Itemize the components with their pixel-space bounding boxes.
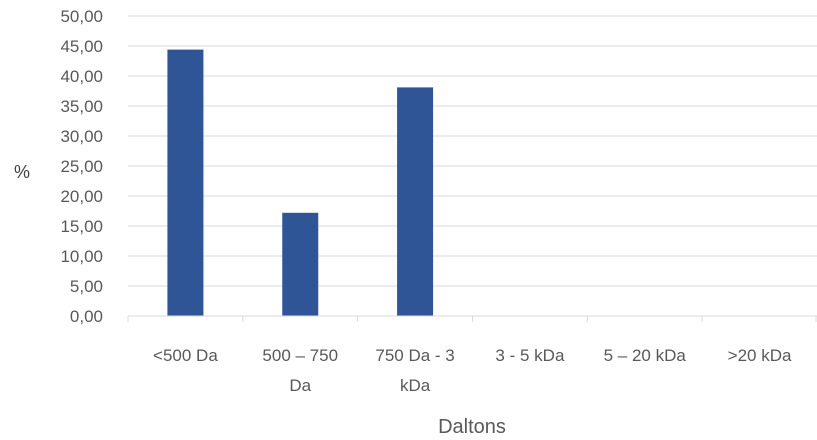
y-tick-label: 25,00 (60, 157, 103, 176)
x-tick-label: <500 Da (153, 346, 218, 365)
bar (282, 212, 319, 316)
x-tick-label: 500 – 750 Da (262, 346, 338, 395)
y-axis-tick-labels: 0,00 5,00 10,00 15,00 20,00 25,00 30,00 35,00 40… (60, 7, 103, 326)
x-tick-label: >20 kDa (728, 346, 792, 365)
x-axis-tick-labels: <500 Da 500 – 750 Da 750 Da - 3 kDa 3 - 5 kDa… (153, 346, 792, 395)
gridlines (128, 15, 817, 287)
y-tick-label: 30,00 (60, 127, 103, 146)
y-tick-label: 45,00 (60, 37, 103, 56)
y-tick-label: 35,00 (60, 97, 103, 116)
y-tick-label: 50,00 (60, 7, 103, 26)
x-tick-label: 750 Da - 3 kDa (375, 346, 454, 395)
x-tick-label: 3 - 5 kDa (495, 346, 565, 365)
bar (167, 49, 204, 316)
y-tick-label: 5,00 (70, 277, 103, 296)
y-tick-label: 40,00 (60, 67, 103, 86)
x-axis-title: Daltons (438, 416, 506, 438)
y-tick-label: 20,00 (60, 187, 103, 206)
y-tick-label: 15,00 (60, 217, 103, 236)
x-axis (127, 315, 817, 322)
bar (397, 87, 434, 317)
y-tick-label: 0,00 (70, 307, 103, 326)
y-tick-label: 10,00 (60, 247, 103, 266)
x-tick-label: 5 – 20 kDa (604, 346, 687, 365)
y-axis-label: % (14, 162, 30, 182)
bars (167, 49, 434, 317)
